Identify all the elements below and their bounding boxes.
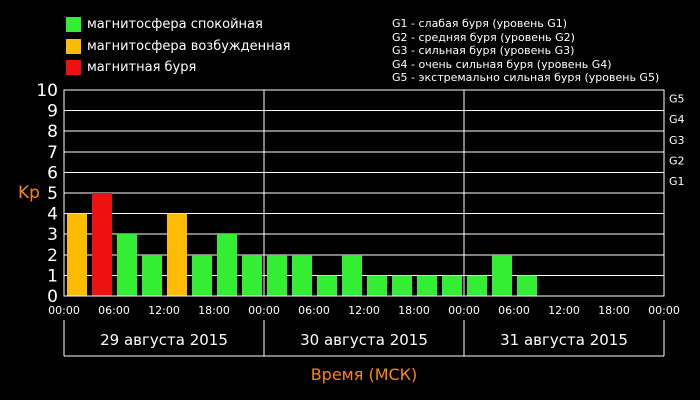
legend-item-excited: магнитосфера возбужденная [66, 39, 290, 54]
y-tick-label: 1 [47, 266, 58, 286]
legend-item-calm: магнитосфера спокойная [66, 17, 263, 32]
g-level-label: G1 [669, 175, 685, 188]
kp-bar [117, 234, 137, 296]
x-tick-label: 18:00 [398, 304, 430, 317]
x-tick-label: 12:00 [548, 304, 580, 317]
legend-item-storm: магнитная буря [66, 60, 196, 75]
x-tick-label: 00:00 [248, 304, 280, 317]
legend-label-calm: магнитосфера спокойная [87, 17, 263, 32]
g-legend-item: G5 - экстремально сильная буря (уровень … [392, 71, 660, 85]
g-level-label: G3 [669, 134, 685, 147]
y-tick-label: 4 [47, 205, 58, 225]
legend-label-storm: магнитная буря [87, 60, 197, 75]
g-level-label: G4 [669, 113, 685, 126]
x-tick-label: 00:00 [648, 304, 680, 317]
y-tick-label: 9 [47, 102, 58, 122]
kp-bar [492, 254, 512, 296]
x-tick-label: 18:00 [198, 304, 230, 317]
y-axis-label: Kp [18, 183, 40, 203]
legend-swatch-calm [66, 17, 81, 32]
y-tick-label: 0 [47, 287, 58, 307]
x-tick-label: 06:00 [498, 304, 530, 317]
y-tick-label: 10 [36, 81, 58, 101]
day-label: 31 августа 2015 [500, 331, 628, 349]
g-level-legend: G1 - слабая буря (уровень G1) G2 - средн… [392, 17, 659, 85]
kp-bar [92, 193, 112, 296]
g-legend-item: G1 - слабая буря (уровень G1) [392, 17, 568, 30]
x-tick-label: 00:00 [448, 304, 480, 317]
legend-swatch-storm [66, 60, 81, 75]
x-tick-label: 00:00 [48, 304, 80, 317]
g-legend-item: G2 - средняя буря (уровень G2) [392, 30, 575, 44]
legend-swatch-excited [66, 39, 81, 54]
g-legend-item: G3 - сильная буря (уровень G3) [392, 44, 575, 58]
kp-bar [367, 275, 387, 296]
x-tick-label: 18:00 [598, 304, 630, 317]
kp-bar [417, 275, 437, 296]
kp-bar [217, 234, 237, 296]
kp-bar [67, 213, 87, 296]
kp-bar [517, 275, 537, 296]
y-tick-label: 8 [47, 122, 58, 142]
kp-bar [267, 254, 287, 296]
g-level-label: G2 [669, 154, 685, 167]
kp-bar [292, 254, 312, 296]
y-tick-label: 3 [47, 225, 58, 245]
kp-bar [142, 254, 162, 296]
kp-bar [442, 275, 462, 296]
g-legend-item: G4 - очень сильная буря (уровень G4) [392, 57, 612, 71]
plot-frame [63, 89, 665, 297]
kp-bar [167, 213, 187, 296]
y-tick-label: 6 [47, 163, 58, 183]
x-tick-label: 12:00 [148, 304, 180, 317]
y-tick-label: 2 [47, 246, 58, 266]
legend-label-excited: магнитосфера возбужденная [87, 39, 291, 54]
kp-bar [467, 275, 487, 296]
y-tick-label: 7 [47, 143, 58, 163]
x-tick-label: 12:00 [348, 304, 380, 317]
kp-bar [242, 254, 262, 296]
g-level-label: G5 [669, 93, 685, 106]
kp-bar [392, 275, 412, 296]
x-axis-label: Время (МСК) [311, 365, 418, 384]
kp-bar [192, 254, 212, 296]
kp-bar [342, 254, 362, 296]
day-label: 30 августа 2015 [300, 331, 428, 349]
kp-bar [317, 275, 337, 296]
x-tick-label: 06:00 [298, 304, 330, 317]
day-label: 29 августа 2015 [100, 331, 228, 349]
x-tick-label: 06:00 [98, 304, 130, 317]
y-tick-label: 5 [47, 184, 58, 204]
